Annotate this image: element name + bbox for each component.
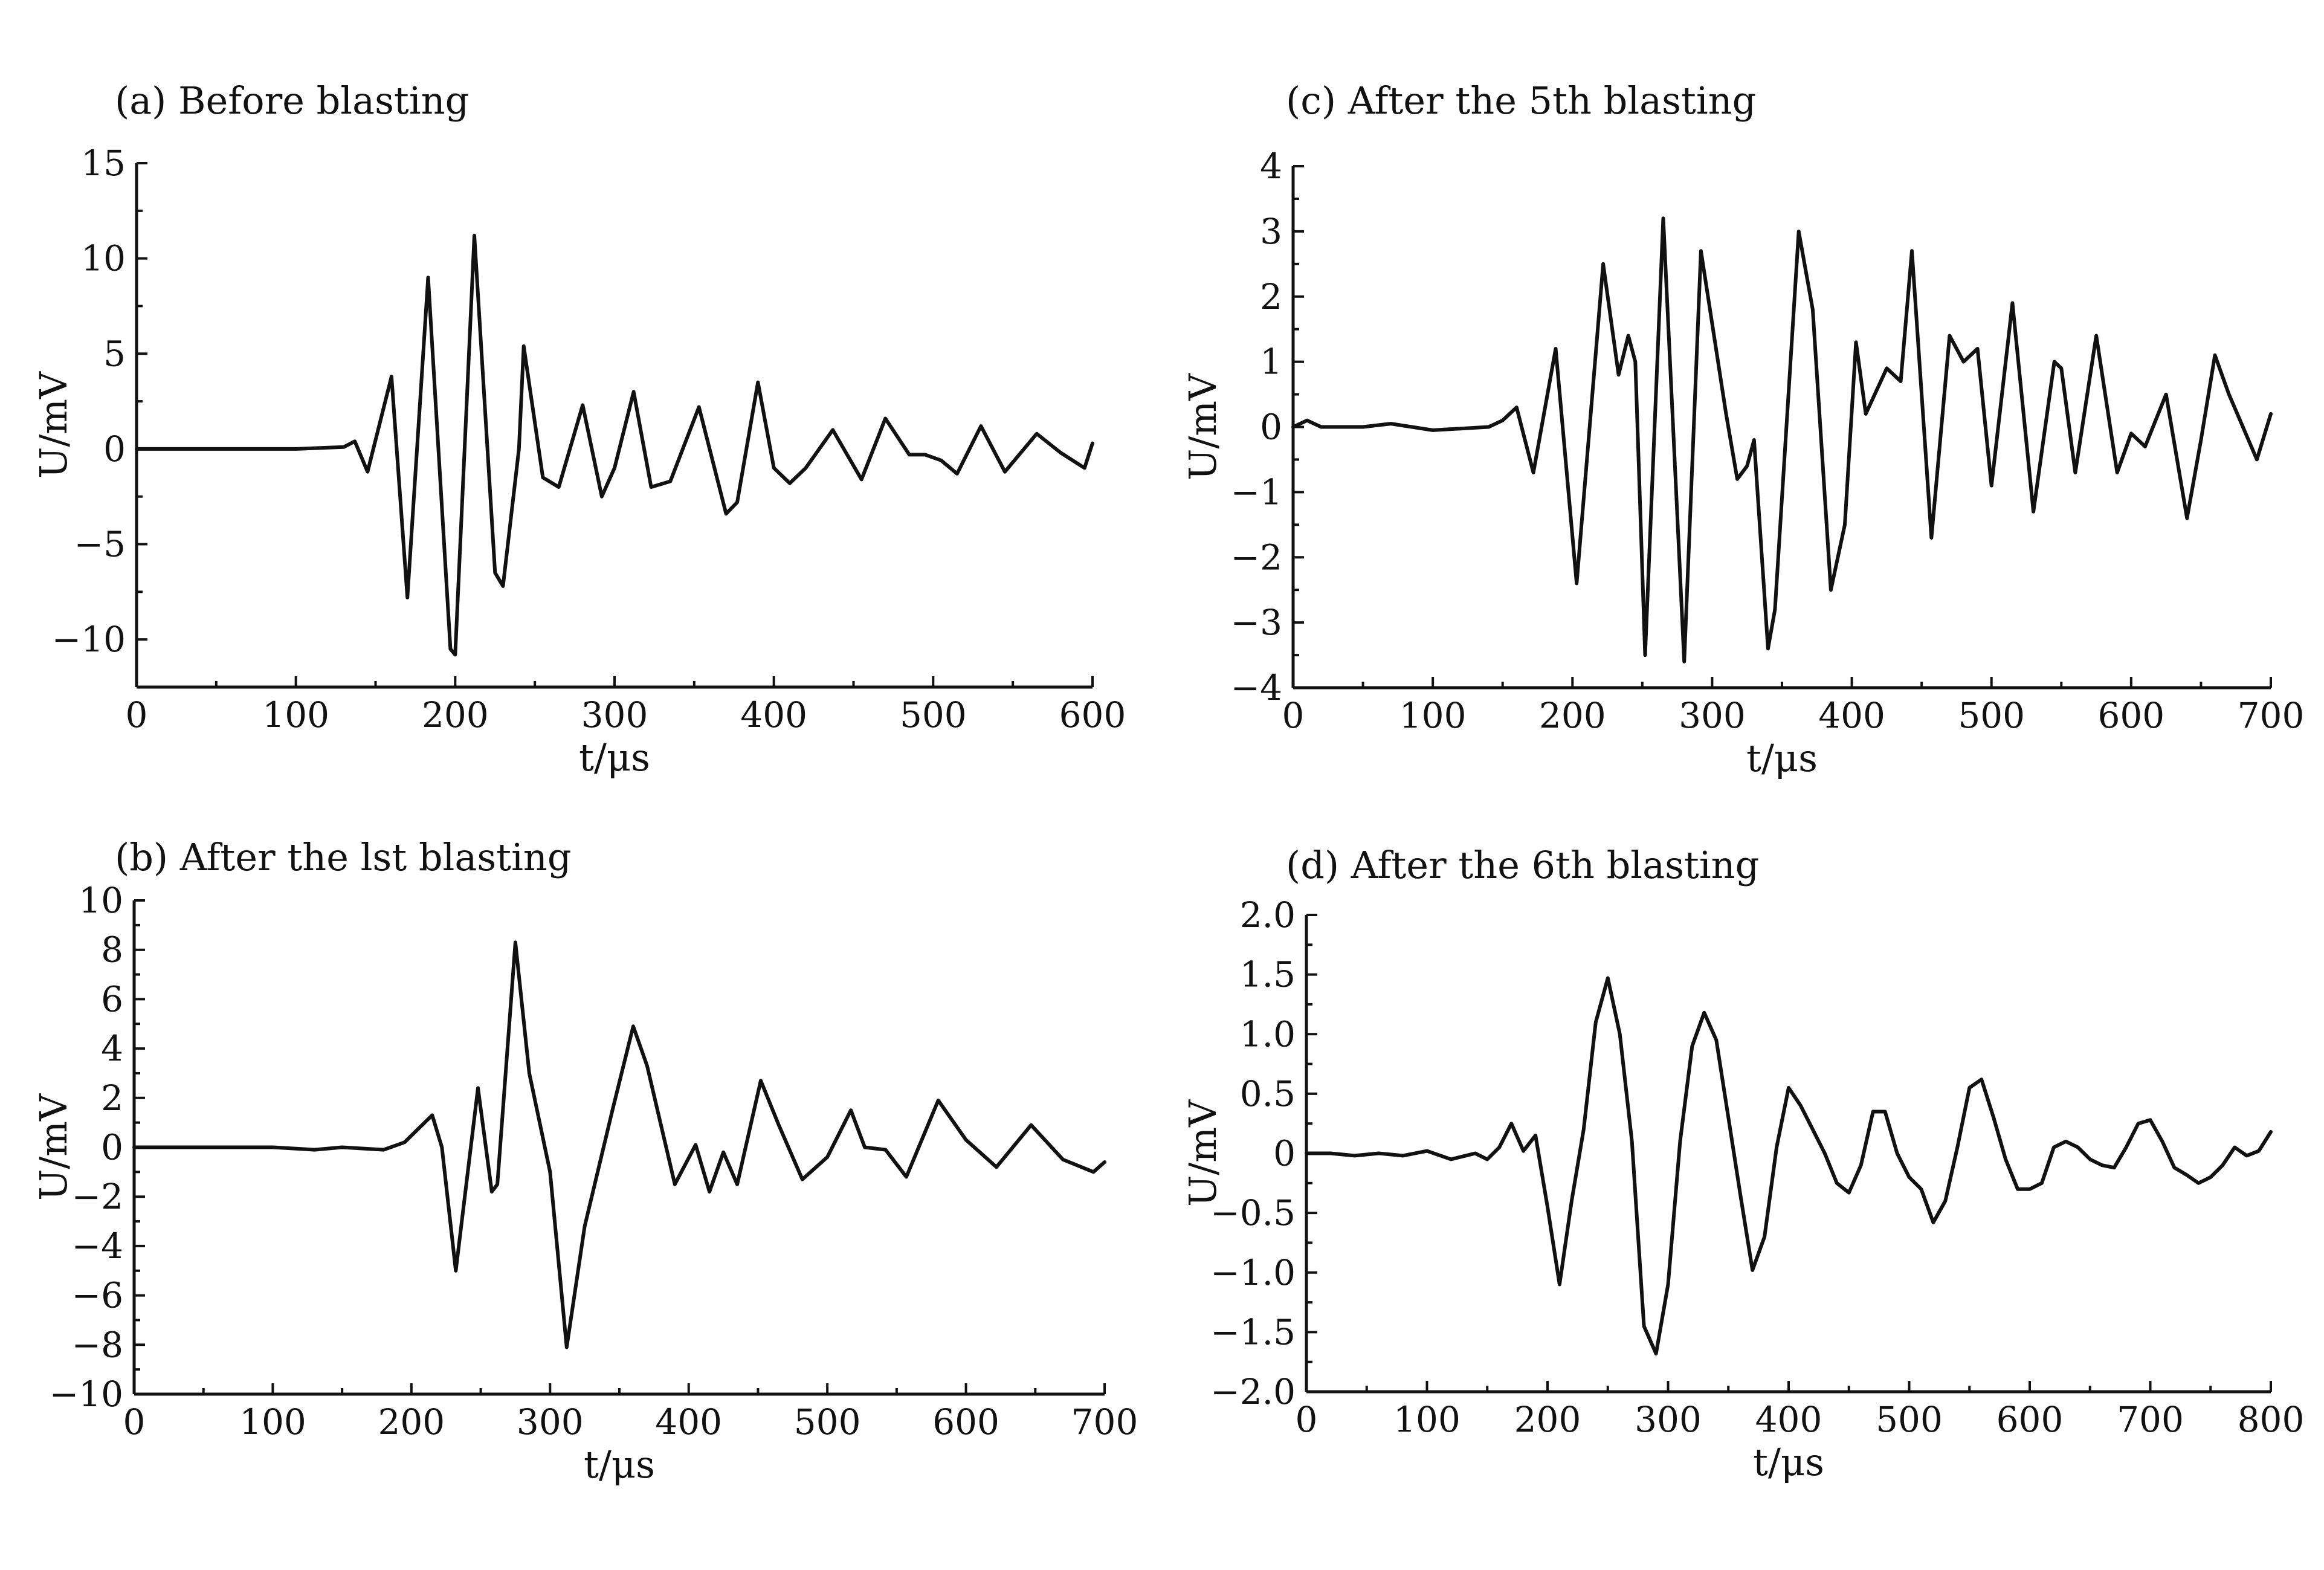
x-tick-label: 400 [655,1401,722,1442]
y-tick-label: −2 [1231,537,1283,578]
panel-title: (b) After the lst blasting [115,835,572,879]
x-tick-label: 300 [517,1401,584,1442]
x-tick-label: 0 [123,1401,146,1442]
x-tick-label: 500 [1958,695,2025,736]
x-tick-label: 600 [1059,694,1126,735]
x-tick-label: 300 [1635,1399,1702,1440]
y-tick-label: −3 [1231,602,1283,643]
y-tick-label: −10 [52,619,126,660]
y-tick-label: 0 [1260,407,1282,448]
x-tick-label: 200 [1514,1399,1581,1440]
y-tick-label: −4 [1231,667,1283,708]
x-tick-label: 400 [1818,695,1885,736]
x-tick-label: 400 [740,694,807,735]
y-axis-label: U/mV [31,1093,76,1201]
x-tick-label: 500 [900,694,967,735]
x-tick-label: 800 [2238,1399,2305,1440]
x-tick-label: 0 [1282,695,1305,736]
y-tick-label: 2 [1260,276,1282,317]
y-tick-label: −5 [74,524,126,565]
y-axis-label: U/mV [1181,373,1225,480]
x-tick-label: 700 [2117,1399,2184,1440]
x-axis-label: t/μs [1746,736,1818,780]
y-tick-label: 0 [101,1127,123,1168]
x-tick-label: 700 [1071,1401,1138,1442]
y-tick-label: 0 [103,428,126,470]
y-tick-label: 1.0 [1240,1013,1296,1055]
y-tick-label: 15 [81,143,126,184]
x-tick-label: 300 [1679,695,1746,736]
y-tick-label: −8 [72,1324,124,1365]
y-tick-label: −10 [50,1374,123,1415]
x-tick-label: 100 [1393,1399,1461,1440]
y-tick-label: 8 [101,929,123,971]
y-tick-label: −2 [72,1176,124,1217]
y-tick-label: 0 [1273,1133,1296,1174]
y-tick-label: 1.5 [1240,954,1296,995]
y-tick-label: 2.0 [1240,894,1296,935]
waveform-series-line [1305,976,2273,1355]
x-tick-label: 600 [932,1401,999,1442]
panel-title: (c) After the 5th blasting [1286,79,1756,123]
x-tick-label: 200 [378,1401,445,1442]
waveform-series-line [135,233,1094,657]
x-tick-label: 600 [1996,1399,2064,1440]
waveform-series-line [1291,216,2273,664]
y-tick-label: 10 [79,880,123,921]
y-tick-label: −1.0 [1210,1252,1296,1293]
x-tick-label: 500 [794,1401,861,1442]
x-tick-label: 0 [1296,1399,1318,1440]
x-tick-label: 200 [422,694,489,735]
y-tick-label: −6 [72,1275,124,1316]
y-tick-label: 4 [1260,146,1282,187]
x-axis-label: t/μs [579,735,650,780]
y-tick-label: 2 [101,1077,123,1119]
chart-panel-c: (c) After the 5th blasting 0 100 200 300 400 5… [1181,79,2304,780]
panel-title: (a) Before blasting [115,79,469,123]
chart-panel-d: (d) After the 6th blasting 0 100 200 300 400 5… [1181,843,2304,1484]
y-tick-label: −4 [72,1226,124,1267]
x-tick-label: 100 [262,694,329,735]
y-tick-label: 4 [101,1028,123,1069]
y-tick-label: 6 [101,978,123,1019]
y-tick-label: 10 [81,238,126,279]
x-tick-label: 300 [581,694,648,735]
x-tick-label: 200 [1539,695,1606,736]
x-axis-label: t/μs [584,1442,655,1487]
x-tick-label: 700 [2238,695,2305,736]
x-tick-label: 400 [1755,1399,1822,1440]
x-tick-label: 100 [239,1401,306,1442]
y-tick-label: −0.5 [1210,1192,1296,1233]
y-axis-label: U/mV [1181,1099,1225,1207]
y-tick-label: −1.5 [1210,1311,1296,1352]
y-tick-label: 1 [1260,341,1282,383]
panel-title: (d) After the 6th blasting [1286,843,1759,887]
x-axis-label: t/μs [1753,1440,1824,1484]
x-tick-label: 500 [1876,1399,1943,1440]
y-tick-label: −1 [1231,471,1283,512]
y-tick-label: 3 [1260,211,1282,252]
x-tick-label: 100 [1399,695,1467,736]
waveform-series-line [132,940,1106,1349]
y-tick-label: −2.0 [1210,1371,1296,1412]
x-tick-label: 0 [126,694,148,735]
y-tick-label: 5 [103,333,126,374]
y-tick-label: 0.5 [1240,1073,1296,1114]
x-tick-label: 600 [2097,695,2164,736]
y-axis-label: U/mV [31,371,76,479]
